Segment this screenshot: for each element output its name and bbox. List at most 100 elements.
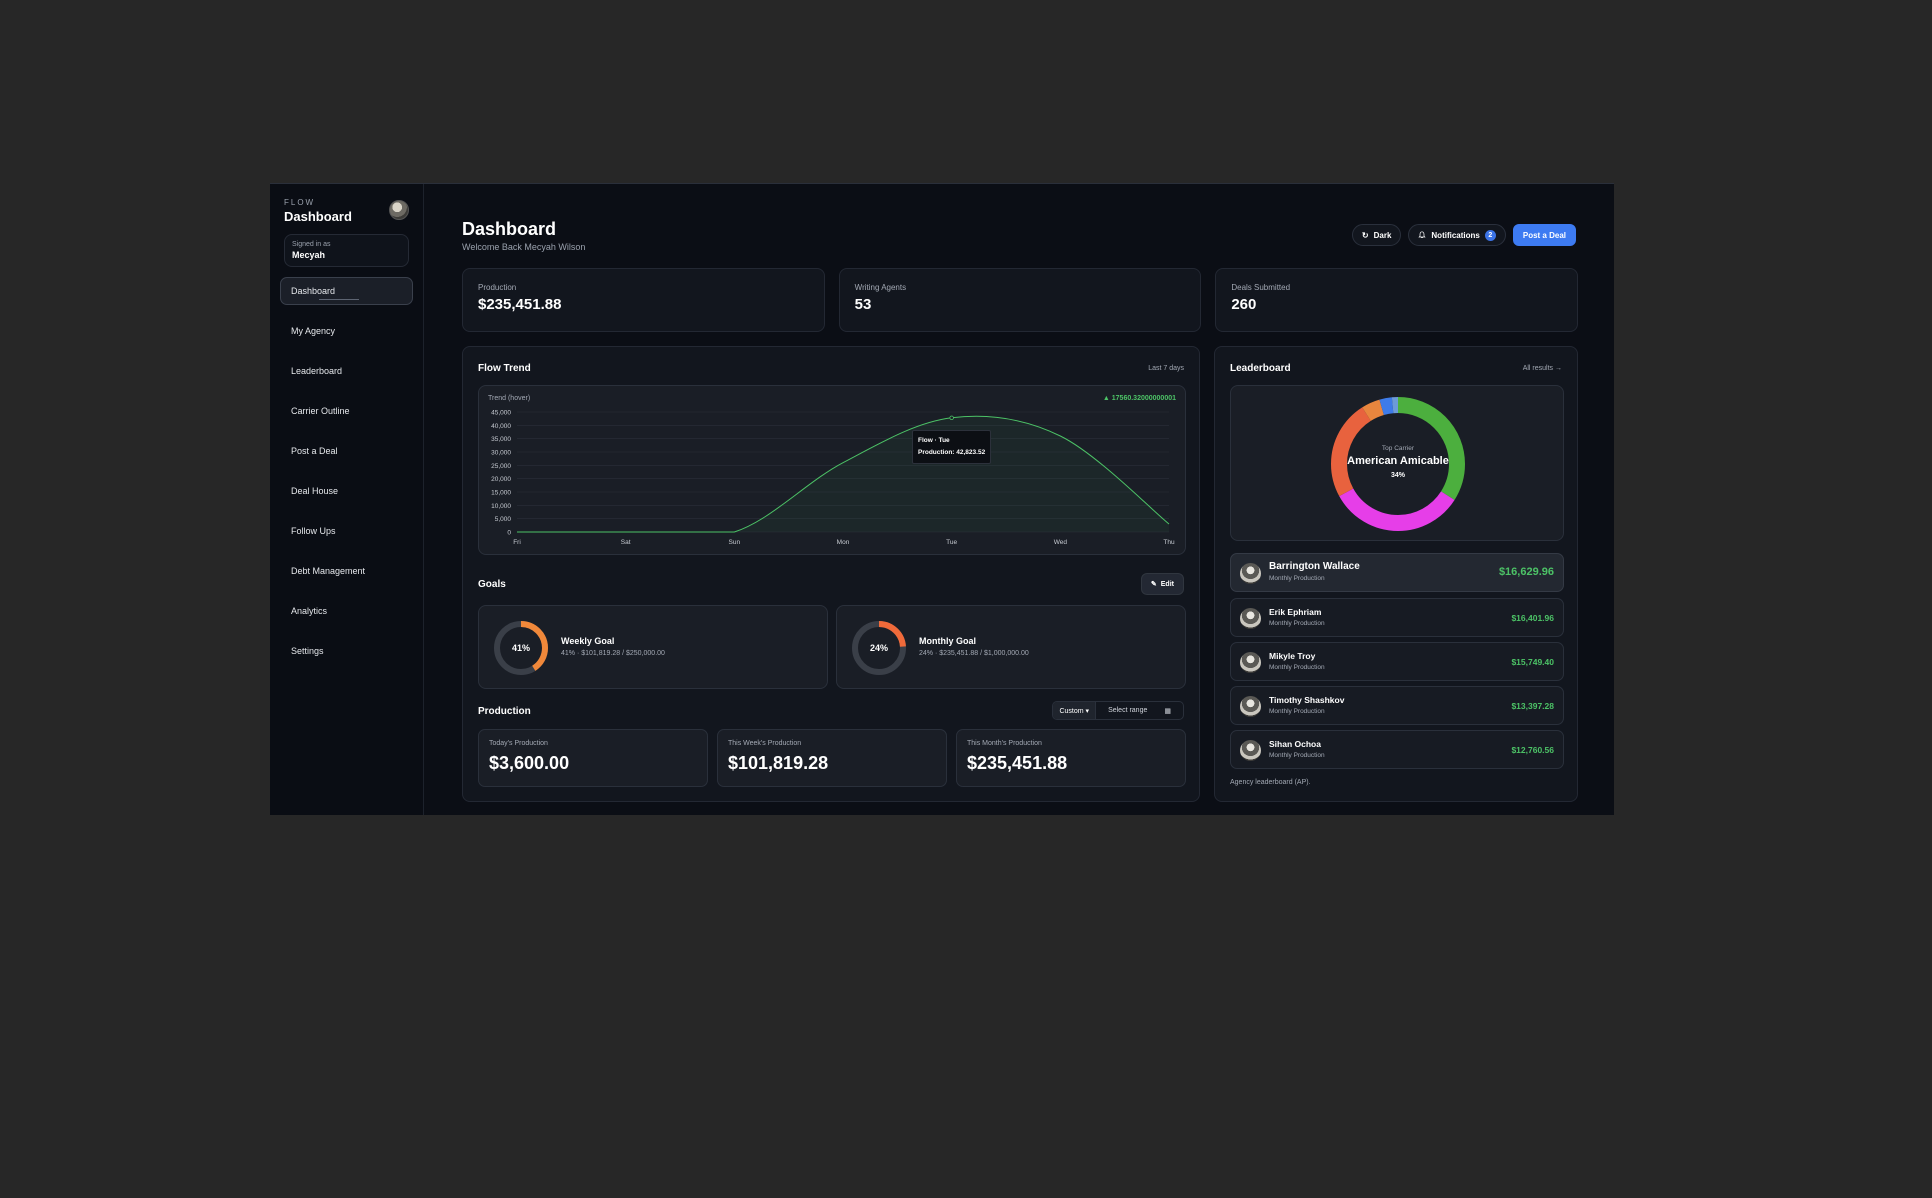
signed-in-label: Signed in as bbox=[292, 241, 331, 248]
all-results-link[interactable]: All results → bbox=[1522, 365, 1562, 372]
y-tick-label: 45,000 bbox=[491, 410, 511, 417]
production-card-value: $235,451.88 bbox=[967, 753, 1068, 773]
sidebar-item-leaderboard[interactable]: Leaderboard bbox=[291, 366, 343, 376]
x-tick-label: Sat bbox=[621, 539, 631, 546]
donut-slice[interactable] bbox=[1331, 397, 1465, 531]
months-production-card: This Month's Production $235,451.88 bbox=[956, 729, 1186, 787]
select-range-input[interactable]: Select range ▦ bbox=[1096, 702, 1183, 719]
stat-value: $235,451.88 bbox=[478, 296, 562, 313]
notifications-count-badge: 2 bbox=[1484, 229, 1496, 241]
leaderboard-footer: Agency leaderboard (AP). bbox=[1230, 779, 1311, 786]
leaderboard-name: Erik Ephriam bbox=[1269, 607, 1322, 617]
monthly-goal-percent: 24% bbox=[870, 643, 888, 653]
todays-production-card: Today's Production $3,600.00 bbox=[478, 729, 708, 787]
leaderboard-row[interactable]: Timothy Shashkov Monthly Production $13,… bbox=[1230, 686, 1564, 725]
sidebar-item-my-agency[interactable]: My Agency bbox=[291, 326, 336, 336]
data-point[interactable] bbox=[949, 415, 954, 421]
weekly-goal-card: 41% Weekly Goal 41% · $101,819.28 / $250… bbox=[478, 605, 828, 689]
sidebar-item-carrier-outline[interactable]: Carrier Outline bbox=[291, 406, 350, 416]
chart-change-indicator: ▲ 17560.32000000001 bbox=[1102, 395, 1176, 402]
chart-inner-label: Trend (hover) bbox=[488, 395, 531, 402]
top-carrier-donut-box: Top Carrier American Amicable 34% bbox=[1230, 385, 1564, 541]
leaderboard-name: Timothy Shashkov bbox=[1269, 695, 1345, 705]
weekly-goal-name: Weekly Goal bbox=[561, 636, 615, 646]
top-actions: ↻ Dark Notifications 2 Post a Deal bbox=[1351, 224, 1576, 246]
x-tick-label: Sun bbox=[729, 539, 741, 546]
leaderboard-row[interactable]: Erik Ephriam Monthly Production $16,401.… bbox=[1230, 598, 1564, 637]
brand-label: FLOW bbox=[284, 198, 316, 207]
y-tick-label: 20,000 bbox=[491, 476, 511, 483]
sidebar-item-post-a-deal[interactable]: Post a Deal bbox=[291, 446, 338, 456]
flow-trend-range[interactable]: Last 7 days bbox=[1148, 365, 1184, 372]
production-card-value: $3,600.00 bbox=[489, 753, 570, 773]
sidebar-item-follow-ups[interactable]: Follow Ups bbox=[291, 526, 336, 536]
y-tick-label: 35,000 bbox=[491, 436, 511, 443]
sidebar-item-deal-house[interactable]: Deal House bbox=[291, 486, 339, 496]
signed-in-user: Mecyah bbox=[292, 250, 326, 260]
avatar bbox=[1240, 563, 1261, 584]
leaderboard-amount: $16,401.96 bbox=[1511, 613, 1554, 623]
monthly-goal-ring: 24% bbox=[852, 621, 906, 675]
notifications-label: Notifications bbox=[1431, 230, 1480, 240]
weekly-goal-ring: 41% bbox=[494, 621, 548, 675]
leaderboard-row[interactable]: Sihan Ochoa Monthly Production $12,760.5… bbox=[1230, 730, 1564, 769]
sidebar-item-analytics[interactable]: Analytics bbox=[291, 606, 328, 616]
custom-range-select[interactable]: Custom ▾ bbox=[1053, 702, 1097, 719]
top-carrier-donut[interactable] bbox=[1231, 386, 1565, 542]
notifications-button[interactable]: Notifications 2 bbox=[1408, 224, 1506, 246]
page-title: Dashboard bbox=[462, 219, 557, 239]
stat-label: Writing Agents bbox=[854, 283, 907, 292]
bell-icon bbox=[1418, 231, 1427, 238]
pencil-icon: ✎ bbox=[1150, 581, 1157, 588]
donut-slice[interactable] bbox=[1331, 397, 1465, 531]
sidebar-item-dashboard[interactable]: Dashboard bbox=[280, 277, 413, 305]
leaderboard-name: Mikyle Troy bbox=[1269, 651, 1316, 661]
stat-card-deals-submitted: Deals Submitted 260 bbox=[1215, 268, 1579, 332]
refresh-icon: ↻ bbox=[1361, 230, 1369, 240]
goals-title: Goals bbox=[478, 579, 506, 590]
leaderboard-row[interactable]: Barrington Wallace Monthly Production $1… bbox=[1230, 553, 1564, 592]
leaderboard-sub: Monthly Production bbox=[1269, 708, 1325, 715]
leaderboard-name: Sihan Ochoa bbox=[1269, 739, 1321, 749]
x-tick-label: Thu bbox=[1163, 539, 1175, 546]
tooltip-value: Production: 42,823.52 bbox=[918, 449, 986, 456]
avatar[interactable] bbox=[389, 200, 409, 220]
monthly-goal-card: 24% Monthly Goal 24% · $235,451.88 / $1,… bbox=[836, 605, 1186, 689]
y-tick-label: 40,000 bbox=[491, 423, 511, 430]
production-card-value: $101,819.28 bbox=[728, 753, 829, 773]
chart-tooltip: Flow · Tue Production: 42,823.52 bbox=[912, 430, 992, 464]
top-carrier-name: American Amicable bbox=[1347, 455, 1449, 467]
leaderboard-sub: Monthly Production bbox=[1269, 752, 1325, 759]
series-area bbox=[517, 416, 1169, 532]
sidebar: FLOW Dashboard Signed in as Mecyah Dashb… bbox=[270, 184, 424, 815]
theme-toggle-button[interactable]: ↻ Dark bbox=[1351, 224, 1402, 246]
flow-trend-title: Flow Trend bbox=[478, 363, 531, 374]
leaderboard-title: Leaderboard bbox=[1230, 363, 1291, 374]
x-tick-label: Fri bbox=[513, 539, 521, 546]
leaderboard-amount: $13,397.28 bbox=[1511, 701, 1554, 711]
app-window: FLOW Dashboard Signed in as Mecyah Dashb… bbox=[270, 183, 1614, 815]
flow-trend-chart[interactable]: Trend (hover) ▲ 17560.32000000001 0 5,000… bbox=[478, 385, 1186, 555]
select-range-label: Select range bbox=[1108, 707, 1148, 714]
date-range-picker[interactable]: Custom ▾ Select range ▦ bbox=[1052, 701, 1184, 720]
sidebar-item-settings[interactable]: Settings bbox=[291, 646, 324, 656]
y-tick-label: 10,000 bbox=[491, 503, 511, 510]
leaderboard-amount: $12,760.56 bbox=[1511, 745, 1554, 755]
y-tick-label: 25,000 bbox=[491, 463, 511, 470]
page-subtitle: Welcome Back Mecyah Wilson bbox=[462, 242, 586, 252]
weeks-production-card: This Week's Production $101,819.28 bbox=[717, 729, 947, 787]
leaderboard-name: Barrington Wallace bbox=[1269, 561, 1360, 572]
sidebar-item-debt-management[interactable]: Debt Management bbox=[291, 566, 366, 576]
post-deal-button[interactable]: Post a Deal bbox=[1512, 224, 1576, 246]
edit-goals-button[interactable]: ✎ Edit bbox=[1140, 573, 1184, 595]
x-tick-label: Mon bbox=[837, 539, 850, 546]
donut-slice[interactable] bbox=[1331, 397, 1465, 531]
goal-progress-arc bbox=[494, 621, 548, 675]
avatar bbox=[1240, 696, 1261, 717]
production-card-label: This Month's Production bbox=[967, 740, 1042, 747]
brand-title: Dashboard bbox=[284, 209, 352, 224]
goal-progress-arc bbox=[852, 621, 906, 675]
leaderboard-row[interactable]: Mikyle Troy Monthly Production $15,749.4… bbox=[1230, 642, 1564, 681]
main-content: Dashboard Welcome Back Mecyah Wilson ↻ D… bbox=[424, 184, 1614, 815]
leaderboard-sub: Monthly Production bbox=[1269, 664, 1325, 671]
